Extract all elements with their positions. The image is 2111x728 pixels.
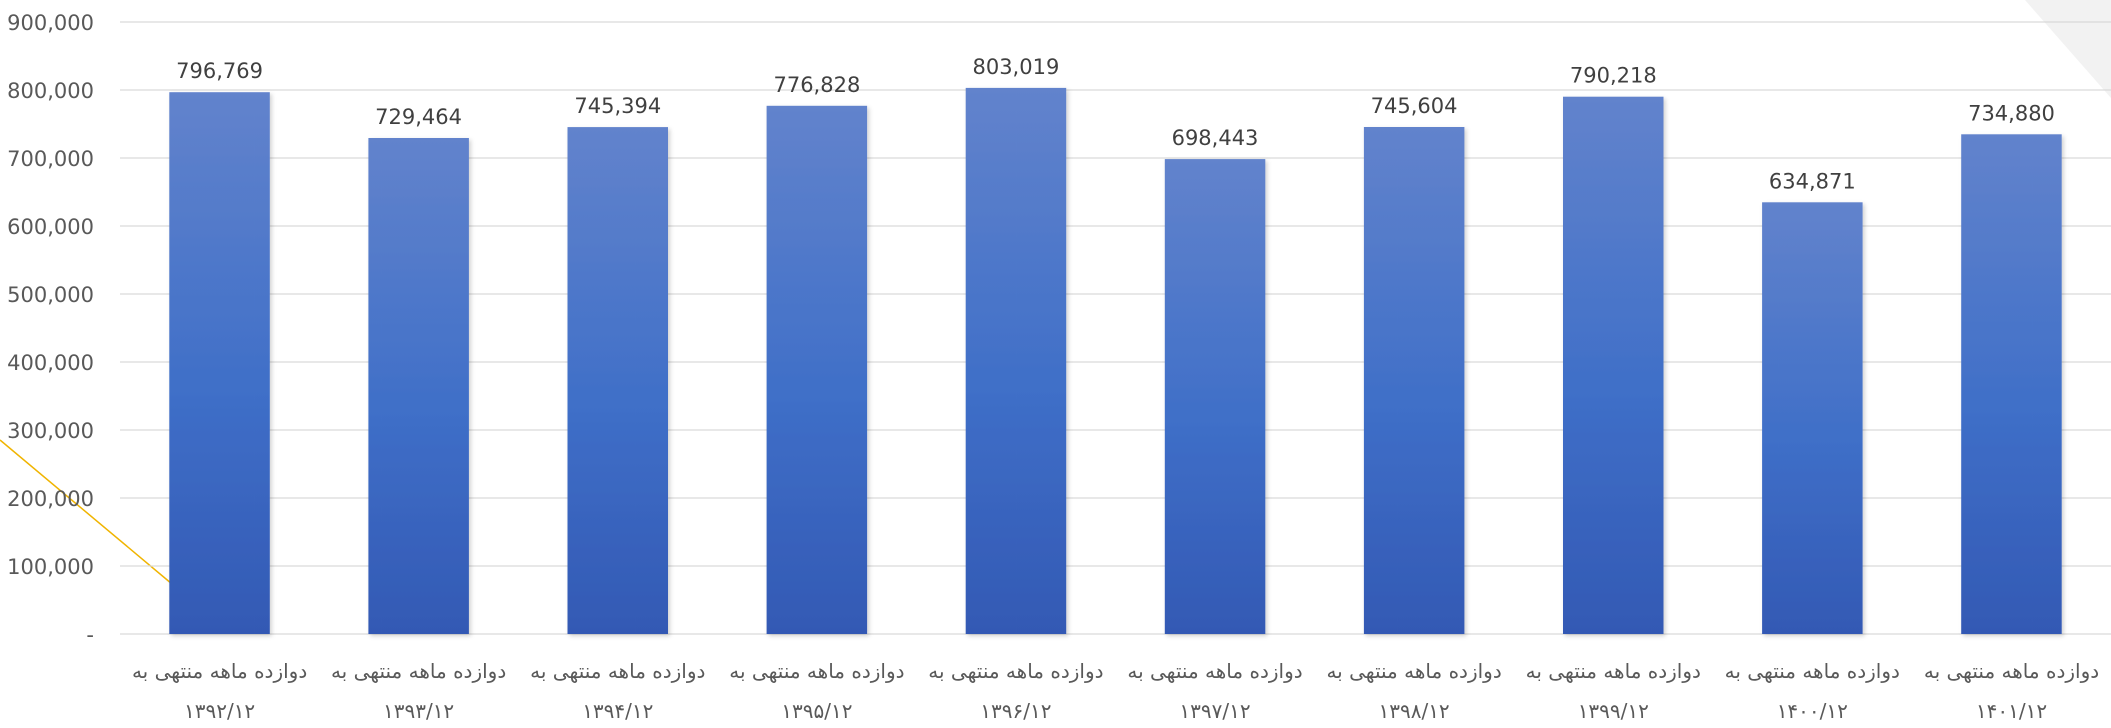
data-labels: 796,769 729,464 745,394 776,828 803,019 698,4…	[176, 55, 2055, 193]
x-tick-label-line2: ۱۳۹۷/۱۲	[1179, 699, 1250, 723]
corner-decoration	[2025, 0, 2111, 98]
data-label: 745,604	[1371, 94, 1458, 118]
x-tick-label-line2: ۱۳۹۸/۱۲	[1378, 699, 1449, 723]
x-tick-label-line1: دوازده ماهه منتهی به	[1725, 659, 1900, 683]
x-tick-label-line1: دوازده ماهه منتهی به	[1526, 659, 1701, 683]
y-axis-tick-labels: - 100,000 200,000 300,000 400,000 500,000 600,…	[7, 11, 94, 647]
x-tick-label-line2: ۱۳۹۹/۱۲	[1578, 699, 1649, 723]
bar	[1363, 127, 1465, 634]
x-tick-label-line1: دوازده ماهه منتهی به	[331, 659, 506, 683]
y-tick-label: 500,000	[7, 283, 94, 307]
data-label: 745,394	[574, 94, 661, 118]
x-tick-label-line1: دوازده ماهه منتهی به	[1924, 659, 2099, 683]
x-tick-label-line1: دوازده ماهه منتهی به	[530, 659, 705, 683]
bar	[965, 87, 1067, 634]
bar	[1563, 96, 1664, 634]
x-tick-label-line2: ۱۴۰۰/۱۲	[1777, 699, 1848, 723]
y-tick-label: 600,000	[7, 215, 94, 239]
x-tick-label-line2: ۱۴۰۱/۱۲	[1976, 699, 2047, 723]
data-label: 776,828	[773, 73, 860, 97]
y-tick-label: 800,000	[7, 79, 94, 103]
y-tick-label: 200,000	[7, 487, 94, 511]
y-tick-label: 100,000	[7, 555, 94, 579]
bar	[1961, 134, 2062, 635]
x-tick-label-line1: دوازده ماهه منتهی به	[1326, 659, 1501, 683]
x-tick-label-line1: دوازده ماهه منتهی به	[132, 659, 307, 683]
bar	[1762, 202, 1863, 635]
data-label: 634,871	[1769, 169, 1856, 193]
decorations	[0, 0, 2111, 585]
y-tick-label: -	[86, 623, 94, 647]
x-tick-label-line1: دوازده ماهه منتهی به	[729, 659, 904, 683]
x-tick-label-line2: ۱۳۹۵/۱۲	[781, 699, 852, 723]
data-label: 729,464	[375, 105, 462, 129]
x-tick-label-line2: ۱۳۹۳/۱۲	[383, 699, 454, 723]
x-tick-label-line2: ۱۳۹۲/۱۲	[184, 699, 255, 723]
data-label: 734,880	[1968, 101, 2055, 125]
data-label: 796,769	[176, 59, 263, 83]
x-tick-label-line2: ۱۳۹۶/۱۲	[980, 699, 1051, 723]
y-tick-label: 300,000	[7, 419, 94, 443]
bar	[1164, 159, 1266, 634]
data-label: 803,019	[972, 55, 1059, 79]
bar	[766, 105, 868, 635]
bar	[368, 138, 469, 634]
y-tick-label: 900,000	[7, 11, 94, 35]
x-tick-label-line1: دوازده ماهه منتهی به	[1127, 659, 1302, 683]
x-tick-label-line1: دوازده ماهه منتهی به	[928, 659, 1103, 683]
bar	[169, 92, 270, 634]
bars	[169, 87, 2062, 635]
y-tick-label: 700,000	[7, 147, 94, 171]
y-tick-label: 400,000	[7, 351, 94, 375]
decorative-line	[0, 439, 173, 585]
data-label: 790,218	[1570, 64, 1657, 88]
data-label: 698,443	[1172, 126, 1259, 150]
x-tick-label-line2: ۱۳۹۴/۱۲	[582, 699, 653, 723]
bar	[567, 127, 668, 634]
x-axis-tick-labels: دوازده ماهه منتهی به ۱۳۹۲/۱۲ دوازده ماهه م…	[132, 659, 2099, 723]
